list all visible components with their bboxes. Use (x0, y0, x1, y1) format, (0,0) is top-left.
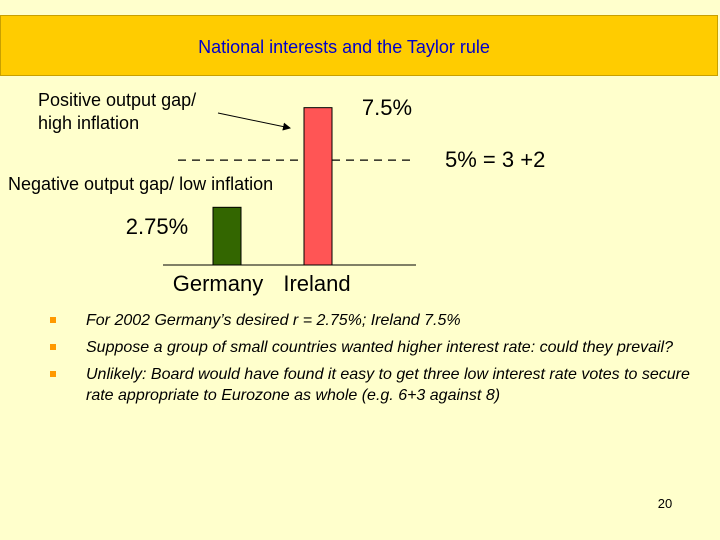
annotation-arrow (217, 112, 291, 131)
value-label-ireland: 7.5% (362, 95, 412, 120)
page-number: 20 (657, 496, 673, 511)
bullet-marker-icon (50, 344, 56, 350)
bar-germany (212, 206, 242, 266)
reference-line-label: 5% = 3 +2 (445, 147, 545, 172)
bullet-marker-icon (50, 317, 56, 323)
annotation-positive-gap-line: Positive output gap/ (38, 90, 196, 110)
bullet-text: For 2002 Germany’s desired r = 2.75%; Ir… (86, 312, 461, 329)
bar-ireland (303, 107, 333, 266)
slide-title: National interests and the Taylor rule (198, 37, 490, 57)
category-label-ireland: Ireland (283, 271, 350, 296)
bullet-item: For 2002 Germany’s desired r = 2.75%; Ir… (50, 310, 690, 331)
title-bar: National interests and the Taylor rule (0, 15, 718, 76)
bullet-text: Unlikely: Board would have found it easy… (86, 366, 690, 404)
bullet-item: Unlikely: Board would have found it easy… (50, 364, 690, 406)
taylor-rule-chart: Germany 2.75% Ireland 7.5% 5% = 3 +2 Positive… (8, 90, 545, 296)
annotation-negative-gap: Negative output gap/ low inflation (8, 174, 273, 194)
bullet-marker-icon (50, 371, 56, 377)
bullet-item: Suppose a group of small countries wante… (50, 337, 690, 358)
category-label-germany: Germany (173, 271, 263, 296)
value-label-germany: 2.75% (126, 214, 188, 239)
bullet-list: For 2002 Germany’s desired r = 2.75%; Ir… (50, 310, 690, 412)
annotation-positive-gap-line: high inflation (38, 113, 139, 133)
bullet-text: Suppose a group of small countries wante… (86, 339, 674, 356)
